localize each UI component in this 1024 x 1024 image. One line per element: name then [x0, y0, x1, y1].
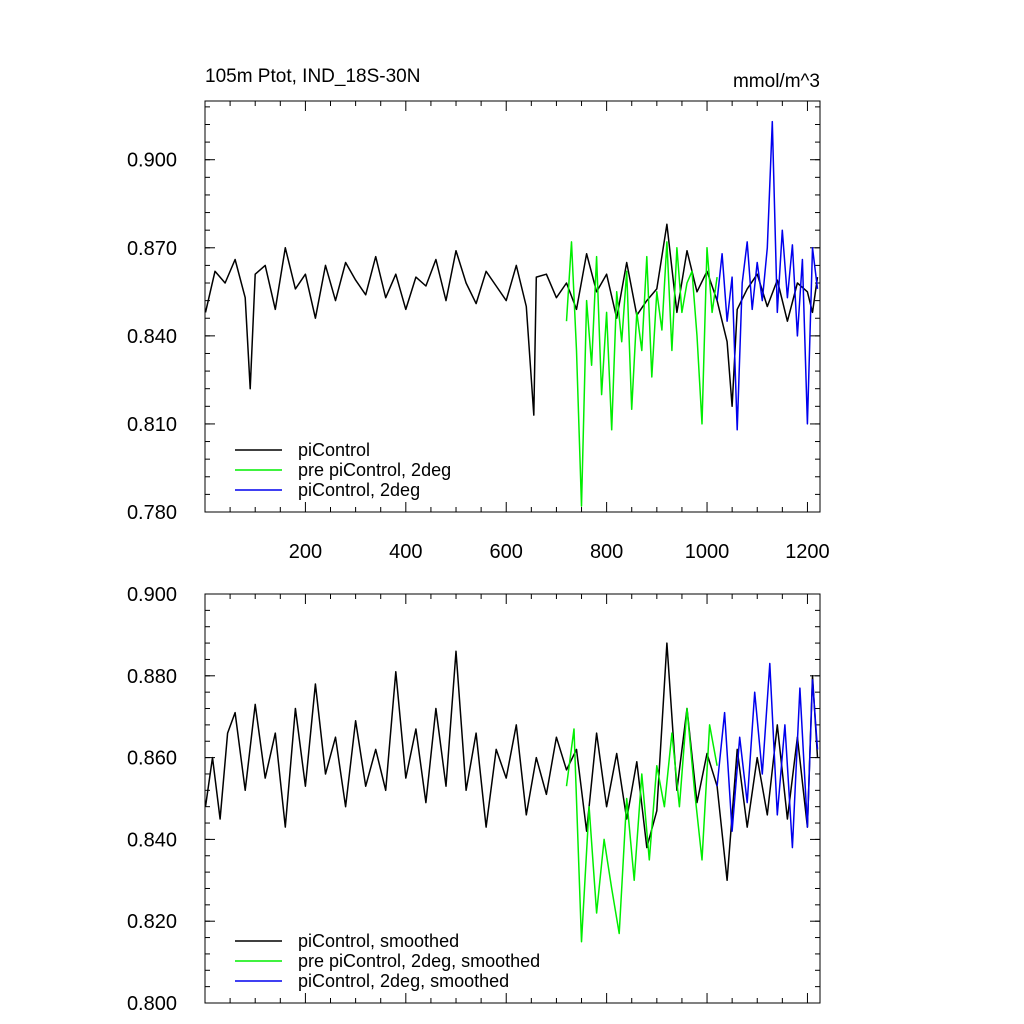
y-tick-label: 0.880 [127, 666, 177, 688]
legend-label-2: piControl, 2deg, smoothed [298, 971, 509, 991]
y-tick-label: 0.900 [127, 150, 177, 172]
legend-label-2: piControl, 2deg [298, 480, 420, 500]
plot-frame [204, 593, 821, 1004]
x-tick-label: 200 [289, 541, 322, 563]
y-tick-label: 0.870 [127, 238, 177, 260]
series-line-0 [205, 642, 819, 882]
series-line-0 [205, 223, 819, 416]
bottom-panel: 0.800 0.820 0.840 0.860 0.880 0.900 piControl,… [127, 584, 821, 1015]
series-line-2 [716, 120, 819, 431]
y-tick-label: 0.900 [127, 584, 177, 606]
legend-label-1: pre piControl, 2deg, smoothed [298, 951, 540, 971]
y-tick-label: 0.780 [127, 502, 177, 524]
x-tick-label: 1000 [685, 541, 730, 563]
y-tick-label: 0.820 [127, 911, 177, 933]
plot-frame [204, 100, 821, 513]
top-panel: 200 400 600 800 1000 1200 0.780 0.810 0.840 0.870… [127, 66, 830, 563]
y-tick-label: 0.860 [127, 748, 177, 770]
x-tick-label: 400 [389, 541, 422, 563]
x-tick-label: 1200 [785, 541, 830, 563]
units-label: mmol/m^3 [733, 71, 820, 92]
y-tick-label: 0.840 [127, 829, 177, 851]
legend-label-0: piControl [298, 440, 370, 460]
x-tick-label: 800 [590, 541, 623, 563]
chart-title: 105m Ptot, IND_18S-30N [205, 66, 420, 87]
y-tick-label: 0.810 [127, 414, 177, 436]
x-tick-label: 600 [490, 541, 523, 563]
series-line-2 [716, 662, 819, 849]
y-tick-label: 0.800 [127, 993, 177, 1015]
y-tick-label: 0.840 [127, 326, 177, 348]
legend-label-0: piControl, smoothed [298, 931, 459, 951]
legend-label-1: pre piControl, 2deg [298, 460, 451, 480]
series-line-1 [565, 707, 718, 943]
series-line-1 [565, 241, 718, 507]
